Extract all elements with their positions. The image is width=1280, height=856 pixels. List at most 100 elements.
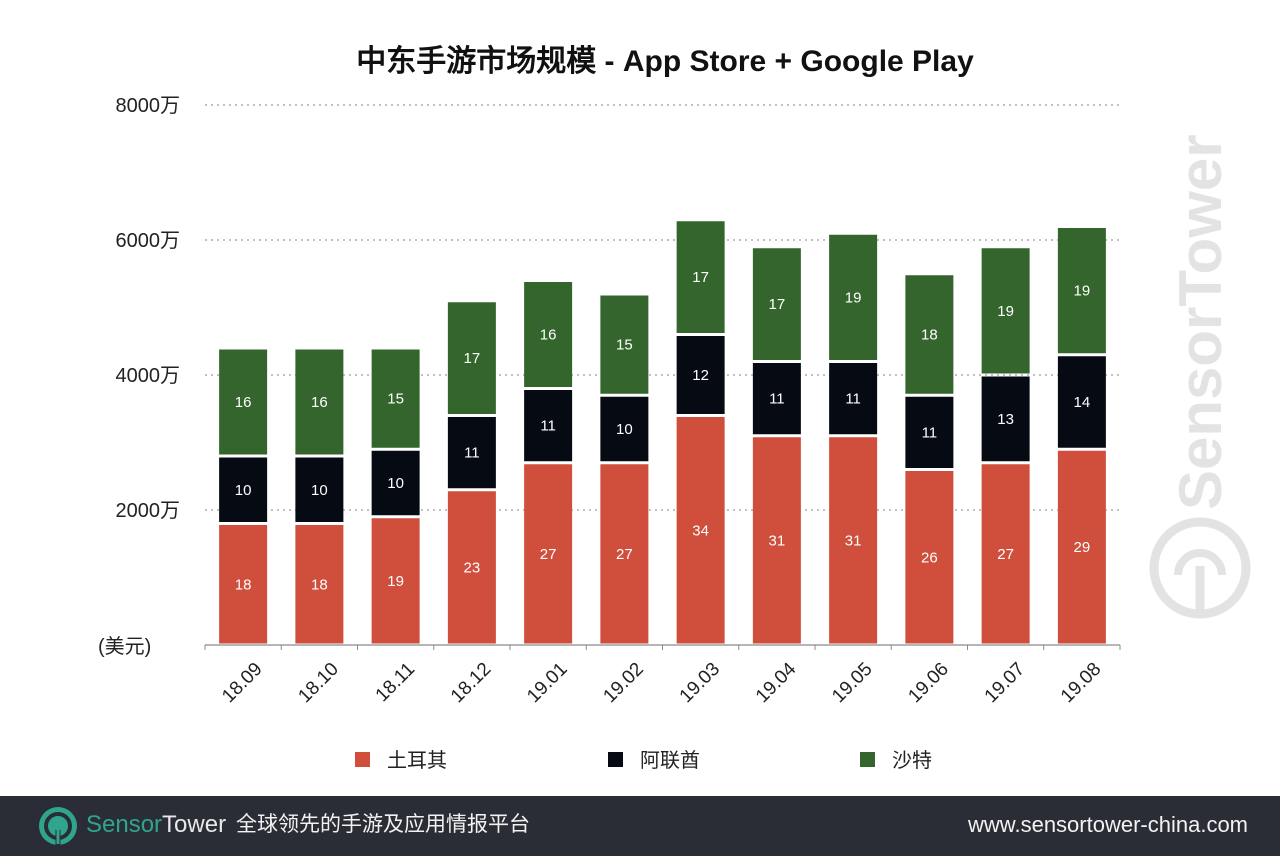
bar-segment bbox=[524, 282, 573, 387]
bar-segment bbox=[829, 437, 878, 644]
data-label: 18 bbox=[311, 576, 328, 593]
data-label: 27 bbox=[616, 546, 633, 563]
data-label: 12 bbox=[692, 367, 709, 384]
data-label: 10 bbox=[235, 482, 252, 499]
data-label: 11 bbox=[540, 418, 556, 435]
bar-segment bbox=[219, 457, 268, 522]
footer-brand-sensor: Sensor bbox=[86, 811, 163, 838]
bar-stack: 31 11 19 bbox=[829, 234, 878, 644]
bar-segment bbox=[981, 376, 1030, 462]
bar-segment bbox=[447, 302, 496, 414]
bar-stack: 26 11 18 bbox=[905, 275, 954, 644]
bar-segment bbox=[371, 450, 420, 516]
bar-segment bbox=[600, 396, 649, 462]
legend-swatch bbox=[355, 752, 370, 767]
y-axis-unit-label: (美元) bbox=[98, 635, 151, 658]
bar-segment bbox=[1057, 356, 1106, 448]
watermark-logo-arc-icon bbox=[1174, 549, 1226, 576]
data-label: 34 bbox=[692, 522, 709, 539]
bar-segment bbox=[905, 275, 954, 394]
data-label: 19 bbox=[387, 573, 404, 590]
bar-segment bbox=[676, 336, 725, 414]
bar-segment bbox=[752, 248, 801, 360]
bar-segment bbox=[905, 471, 954, 644]
legend-swatch bbox=[860, 752, 875, 767]
data-label: 10 bbox=[387, 475, 404, 492]
bar-segment bbox=[371, 518, 420, 644]
legend-label: 沙特 bbox=[892, 749, 932, 772]
bar-stack: 27 10 15 bbox=[600, 295, 649, 644]
data-label: 10 bbox=[311, 482, 328, 499]
bar-stack: 31 11 17 bbox=[752, 248, 801, 644]
chart-title: 中东手游市场规模 - App Store + Google Play bbox=[356, 44, 974, 78]
legend-item[interactable]: 沙特 bbox=[860, 749, 932, 772]
data-label: 18 bbox=[235, 576, 252, 593]
bar-stack: 19 10 15 bbox=[371, 349, 420, 644]
data-label: 19 bbox=[997, 303, 1014, 320]
x-tick-label: 19.01 bbox=[523, 659, 571, 707]
x-tick-label: 19.02 bbox=[599, 659, 647, 707]
x-tick-label: 18.12 bbox=[447, 659, 495, 707]
x-axis: 18.09 18.10 18.11 18.12 19.01 19.02 19.03 19.04… bbox=[204, 644, 1121, 707]
data-label: 13 bbox=[997, 411, 1014, 428]
data-label: 17 bbox=[464, 350, 481, 367]
bar-segment bbox=[524, 390, 573, 462]
data-label: 19 bbox=[1074, 283, 1091, 300]
y-tick-label: 6000万 bbox=[116, 230, 181, 252]
bar-stack: 18 10 16 bbox=[295, 349, 344, 644]
data-label: 31 bbox=[845, 532, 862, 549]
footer-slogan: 全球领先的手游及应用情报平台 bbox=[236, 813, 530, 836]
data-label: 29 bbox=[1074, 539, 1091, 556]
data-label: 16 bbox=[235, 394, 252, 411]
y-axis-labels: 2000万 4000万 6000万 8000万 bbox=[116, 95, 181, 522]
y-tick-label: 8000万 bbox=[116, 95, 181, 117]
data-label: 15 bbox=[387, 391, 404, 408]
data-label: 11 bbox=[845, 391, 861, 408]
bar-segment bbox=[219, 525, 268, 644]
bar-segment bbox=[676, 221, 725, 333]
x-tick-label: 19.04 bbox=[752, 658, 801, 707]
chart: SensorTower 中东手游市场规模 - App Store + Googl… bbox=[98, 44, 1251, 772]
legend-item[interactable]: 土耳其 bbox=[355, 749, 447, 772]
data-label: 31 bbox=[769, 532, 786, 549]
bar-segment bbox=[295, 349, 344, 455]
footer-brand: SensorTower bbox=[86, 810, 226, 840]
x-tick-label: 18.09 bbox=[218, 659, 266, 707]
x-tick-label: 19.05 bbox=[828, 659, 876, 707]
bar-segment bbox=[676, 417, 725, 644]
footer-brand-tower: Tower bbox=[162, 811, 227, 838]
legend-item[interactable]: 阿联酋 bbox=[608, 749, 700, 772]
watermark-text: SensorTower bbox=[1167, 134, 1234, 510]
data-label: 19 bbox=[845, 289, 862, 306]
x-tick-label: 19.07 bbox=[981, 659, 1029, 707]
legend-label: 土耳其 bbox=[387, 749, 447, 772]
bar-segment bbox=[524, 464, 573, 644]
bar-segment bbox=[1057, 228, 1106, 354]
bar-segment bbox=[1057, 450, 1106, 644]
x-tick-label: 18.11 bbox=[372, 659, 419, 706]
data-label: 11 bbox=[922, 424, 938, 441]
bar-stack: 34 12 17 bbox=[676, 221, 725, 644]
footer-bar: SensorTower 全球领先的手游及应用情报平台 www.sensortow… bbox=[0, 796, 1280, 856]
bar-stack: 27 11 16 bbox=[524, 282, 573, 644]
bar-segment bbox=[295, 457, 344, 522]
bar-stack: 18 10 16 bbox=[219, 349, 268, 644]
legend-label: 阿联酋 bbox=[640, 749, 700, 772]
x-tick-label: 19.08 bbox=[1057, 659, 1105, 707]
footer-url-link[interactable]: www.sensortower-china.com bbox=[968, 812, 1248, 837]
data-label: 27 bbox=[997, 546, 1014, 563]
bar-segment bbox=[447, 417, 496, 489]
bar-segment bbox=[219, 349, 268, 455]
gridlines bbox=[205, 104, 1120, 511]
data-label: 10 bbox=[616, 421, 633, 438]
bar-segment bbox=[981, 464, 1030, 644]
data-label: 17 bbox=[692, 269, 709, 286]
x-tick-label: 19.03 bbox=[676, 659, 724, 707]
data-label: 16 bbox=[311, 394, 328, 411]
data-label: 14 bbox=[1074, 394, 1091, 411]
bar-segment bbox=[371, 349, 420, 448]
bar-segment bbox=[752, 363, 801, 435]
legend-swatch bbox=[608, 752, 623, 767]
bar-segment bbox=[829, 234, 878, 360]
bar-stack: 29 14 19 bbox=[1057, 228, 1106, 644]
